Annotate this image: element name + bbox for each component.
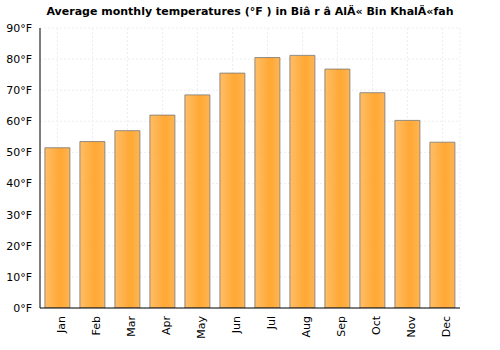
svg-text:50°F: 50°F <box>8 146 32 159</box>
svg-text:Dec: Dec <box>440 316 453 337</box>
svg-text:May: May <box>195 316 208 339</box>
svg-text:10°F: 10°F <box>8 271 32 284</box>
svg-text:0°F: 0°F <box>13 302 32 315</box>
svg-text:Jan: Jan <box>55 316 68 334</box>
svg-text:30°F: 30°F <box>8 209 32 222</box>
svg-text:80°F: 80°F <box>8 53 32 66</box>
svg-text:Jun: Jun <box>230 316 243 334</box>
svg-text:70°F: 70°F <box>8 84 32 97</box>
svg-text:Nov: Nov <box>405 316 418 338</box>
svg-text:Mar: Mar <box>125 316 138 337</box>
svg-text:20°F: 20°F <box>8 240 32 253</box>
svg-text:90°F: 90°F <box>8 22 32 35</box>
svg-text:Feb: Feb <box>90 316 103 335</box>
svg-text:Sep: Sep <box>335 316 348 337</box>
html-text:Average monthly temperatures (: Average monthly temperatures (°F ) in Bi… <box>46 5 454 18</box>
svg-text:Aug: Aug <box>300 316 313 337</box>
svg-text:Apr: Apr <box>160 316 173 336</box>
svg-text:Oct: Oct <box>370 315 383 335</box>
svg-text:Jul: Jul <box>265 316 278 330</box>
svg-text:60°F: 60°F <box>8 115 32 128</box>
svg-text:40°F: 40°F <box>8 177 32 190</box>
